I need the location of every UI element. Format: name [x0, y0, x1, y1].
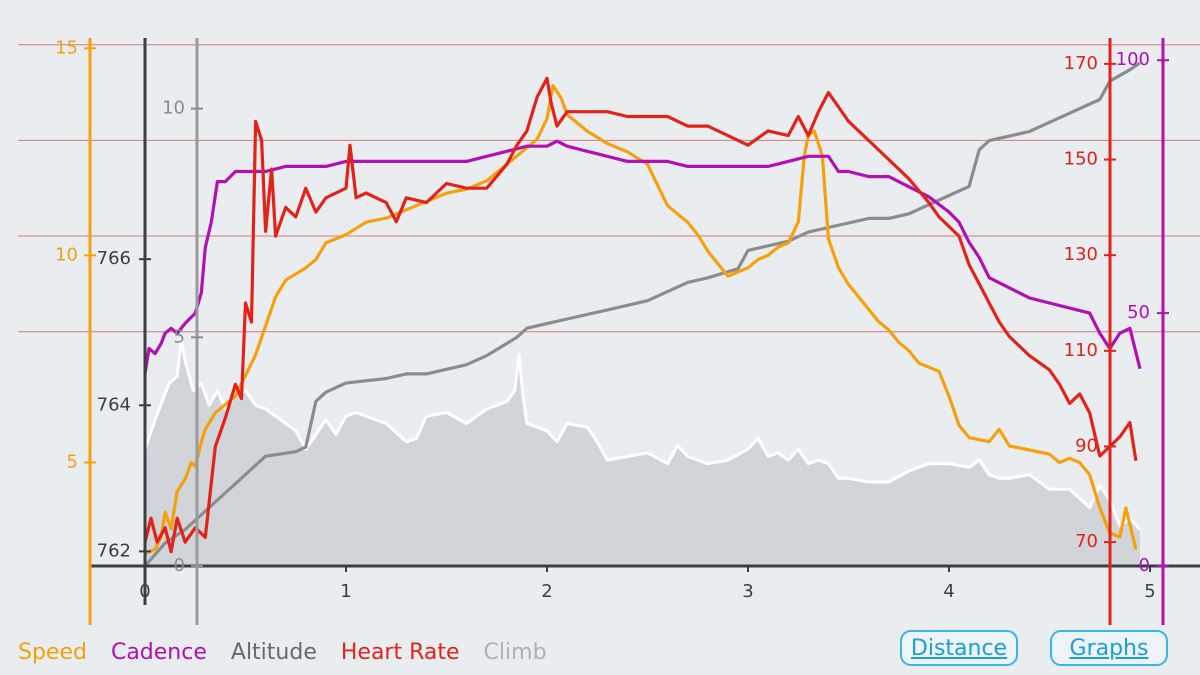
graphs-button[interactable]: Graphs	[1050, 630, 1168, 666]
speed-tick-label: 10	[55, 244, 78, 265]
series-lines	[143, 61, 1142, 568]
cadence-tick-label: 50	[1127, 302, 1150, 323]
altitude-fill	[145, 339, 1140, 566]
legend-altitude: Altitude	[230, 640, 317, 665]
chart-legend: Speed Cadence Altitude Heart Rate Climb	[18, 640, 564, 665]
altitude-line	[143, 338, 1142, 531]
x-tick-label: 1	[340, 581, 351, 602]
x-tick-label: 5	[1144, 581, 1155, 602]
heart-rate-tick-label: 70	[1075, 531, 1098, 552]
altitude-tick-label: 766	[97, 248, 131, 269]
distance-button[interactable]: Distance	[900, 630, 1018, 666]
heart-rate-tick-label: 150	[1064, 149, 1098, 170]
legend-speed: Speed	[18, 640, 87, 665]
activity-chart[interactable]: 0 1 2 3 4 5 5 10 15 762 764 766 0 5 10 70 90 110 130 150 170…	[0, 0, 1200, 625]
cadence-tick-label: 100	[1116, 49, 1150, 70]
legend-climb: Climb	[483, 640, 547, 665]
chart-axes	[88, 38, 1200, 625]
climb-tick-label: 5	[174, 326, 185, 347]
climb-tick-label: 0	[174, 555, 185, 576]
x-tick-label: 2	[541, 581, 552, 602]
tick-labels: 0 1 2 3 4 5 5 10 15 762 764 766 0 5 10 70 90 110 130 150 170…	[55, 37, 1169, 602]
legend-cadence: Cadence	[110, 640, 207, 665]
speed-tick-label: 5	[67, 451, 78, 472]
cadence-tick-label: 0	[1139, 555, 1150, 576]
heart-rate-gridlines	[18, 44, 1200, 333]
x-tick-label: 0	[139, 581, 150, 602]
heart-rate-tick-label: 130	[1064, 244, 1098, 265]
climb-line	[143, 61, 1141, 568]
legend-heart-rate: Heart Rate	[340, 640, 460, 665]
x-tick-label: 3	[742, 581, 753, 602]
climb-tick-label: 10	[162, 98, 185, 119]
speed-line	[144, 84, 1138, 556]
x-tick-label: 4	[943, 581, 954, 602]
altitude-tick-label: 762	[97, 540, 131, 561]
cadence-line	[143, 139, 1142, 375]
heart-rate-tick-label: 170	[1064, 53, 1098, 74]
altitude-area-layer	[143, 338, 1142, 566]
heart-rate-tick-label: 110	[1064, 340, 1098, 361]
altitude-tick-label: 764	[97, 394, 131, 415]
heart-rate-line	[143, 76, 1138, 554]
heart-rate-tick-label: 90	[1075, 435, 1098, 456]
speed-tick-label: 15	[55, 37, 78, 58]
